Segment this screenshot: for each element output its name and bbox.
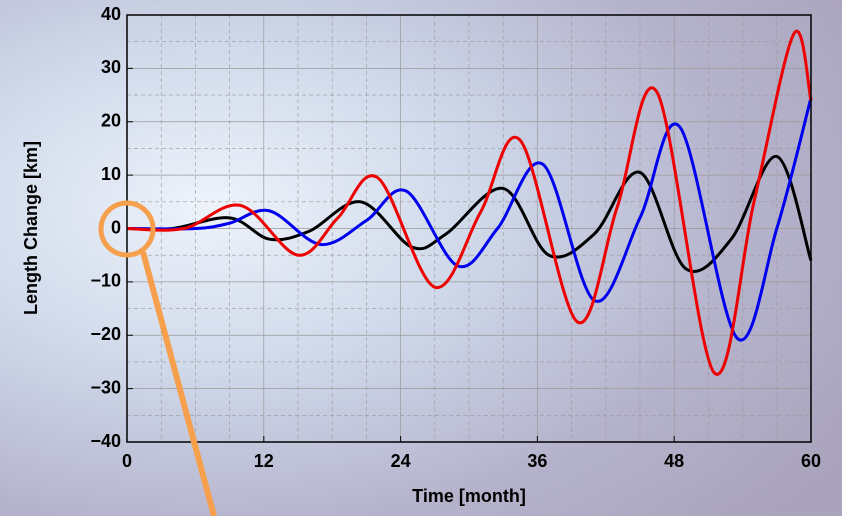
x-axis-title: Time [month] [412,486,526,506]
series-line [126,154,813,273]
y-axis-title: Length Change [km] [21,141,41,315]
y-tick-label: −10 [90,271,121,291]
highlight-circle [98,200,156,258]
y-tick-label: 0 [111,217,121,237]
x-tick-label: 24 [391,451,411,471]
x-tick-label: 60 [801,451,821,471]
y-tick-label: −40 [90,431,121,451]
y-tick-label: 20 [101,111,121,131]
series-line [126,29,813,376]
y-tick-label: −20 [90,324,121,344]
y-tick-label: −30 [90,377,121,397]
series-line [126,97,813,342]
x-tick-label: 0 [122,451,132,471]
x-tick-label: 36 [527,451,547,471]
x-tick-label: 48 [664,451,684,471]
y-tick-label: 40 [101,4,121,24]
y-tick-label: 30 [101,57,121,77]
y-tick-label: 10 [101,164,121,184]
x-tick-label: 12 [254,451,274,471]
highlight-pointer [140,251,217,516]
plot-frame [126,14,812,443]
lines [126,29,813,376]
